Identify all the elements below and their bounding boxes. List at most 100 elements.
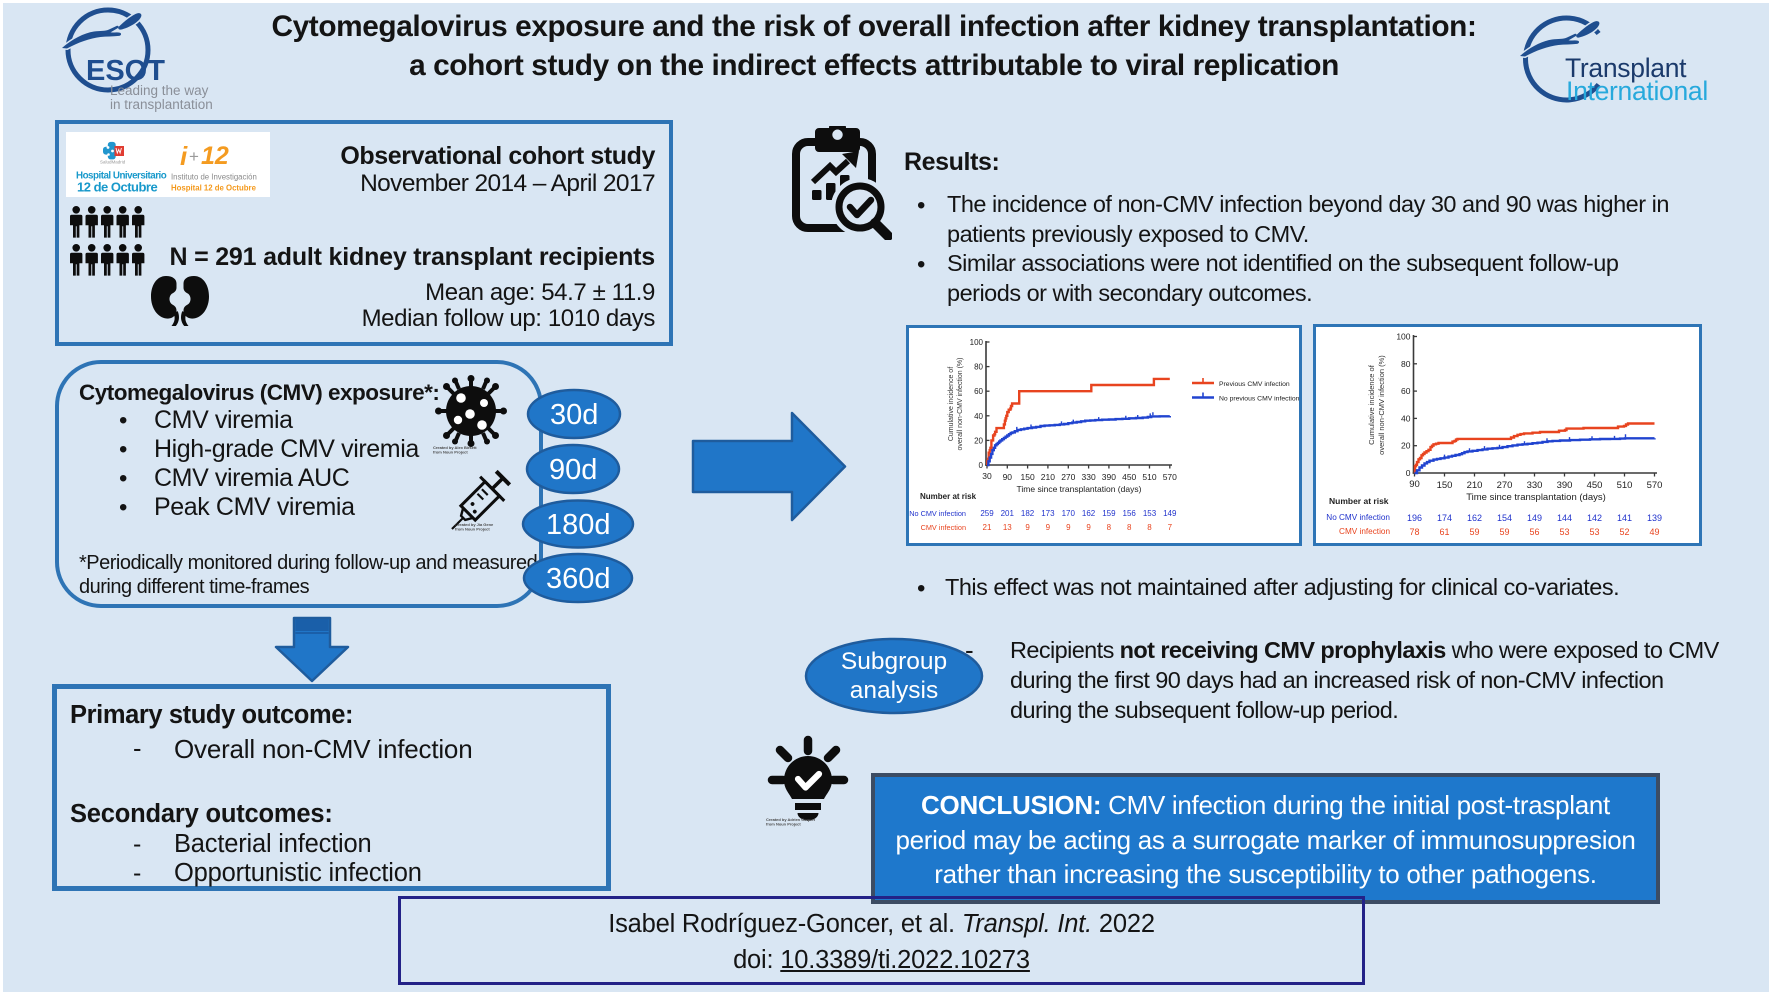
svg-text:Subgroup: Subgroup xyxy=(841,648,947,675)
svg-text:ESOT: ESOT xyxy=(86,55,165,87)
svg-text:80: 80 xyxy=(974,363,983,372)
svg-text:Transplant: Transplant xyxy=(1565,53,1687,83)
svg-text:8: 8 xyxy=(1127,523,1132,532)
svg-text:CMV infection: CMV infection xyxy=(1339,527,1390,536)
svg-text:8: 8 xyxy=(1107,523,1112,532)
svg-text:450: 450 xyxy=(1122,472,1136,482)
svg-text:154: 154 xyxy=(1497,513,1512,523)
svg-text:100: 100 xyxy=(970,338,984,347)
svg-text:overall non-CMV infection (%): overall non-CMV infection (%) xyxy=(957,358,964,451)
svg-text:8: 8 xyxy=(1147,523,1152,532)
svg-text:analysis: analysis xyxy=(850,677,939,704)
svg-text:360d: 360d xyxy=(546,563,611,595)
svg-text:Hospital 12 de Octubre: Hospital 12 de Octubre xyxy=(171,184,257,193)
svg-text:60: 60 xyxy=(1401,386,1411,396)
svg-text:141: 141 xyxy=(1617,513,1632,523)
svg-text:180d: 180d xyxy=(546,509,611,541)
svg-text:International: International xyxy=(1566,76,1708,106)
svg-text:9: 9 xyxy=(1066,523,1071,532)
svg-text:182: 182 xyxy=(1021,509,1035,518)
svg-text:21: 21 xyxy=(983,523,992,532)
svg-text:149: 149 xyxy=(1163,509,1177,518)
svg-text:56: 56 xyxy=(1529,527,1539,537)
svg-text:CMV infection: CMV infection xyxy=(921,523,966,532)
svg-text:61: 61 xyxy=(1439,527,1449,537)
svg-text:30: 30 xyxy=(982,471,992,481)
svg-text:144: 144 xyxy=(1557,513,1572,523)
svg-text:196: 196 xyxy=(1407,513,1422,523)
svg-text:i: i xyxy=(180,141,188,171)
svg-text:173: 173 xyxy=(1041,509,1055,518)
svg-text:510: 510 xyxy=(1142,472,1156,482)
svg-text:in transplantation: in transplantation xyxy=(110,97,213,112)
svg-text:259: 259 xyxy=(980,509,994,518)
svg-text:150: 150 xyxy=(1021,472,1035,482)
svg-text:9: 9 xyxy=(1086,523,1091,532)
svg-text:13: 13 xyxy=(1003,523,1012,532)
svg-text:60: 60 xyxy=(974,387,983,396)
svg-text:90: 90 xyxy=(1409,479,1420,490)
svg-text:0: 0 xyxy=(1406,468,1411,478)
svg-text:90: 90 xyxy=(1003,472,1013,482)
svg-text:Leading the way: Leading the way xyxy=(110,83,209,98)
svg-text:7: 7 xyxy=(1168,523,1173,532)
svg-text:SaludMadrid: SaludMadrid xyxy=(100,160,126,165)
svg-text:149: 149 xyxy=(1527,513,1542,523)
svg-text:Time since transplantation (da: Time since transplantation (days) xyxy=(1466,492,1606,503)
svg-text:156: 156 xyxy=(1123,509,1137,518)
svg-text:270: 270 xyxy=(1061,472,1075,482)
svg-text:Number at risk: Number at risk xyxy=(1329,496,1389,506)
svg-text:80: 80 xyxy=(1401,359,1411,369)
svg-text:20: 20 xyxy=(1401,441,1411,451)
svg-text:49: 49 xyxy=(1649,527,1659,537)
svg-text:No CMV infection: No CMV infection xyxy=(1326,513,1390,522)
svg-text:159: 159 xyxy=(1102,509,1116,518)
svg-text:9: 9 xyxy=(1046,523,1051,532)
svg-text:59: 59 xyxy=(1469,527,1479,537)
svg-text:0: 0 xyxy=(979,461,984,470)
svg-text:Cumulative incidence of: Cumulative incidence of xyxy=(1367,364,1376,445)
svg-text:Instituto de Investigación: Instituto de Investigación xyxy=(171,173,257,182)
svg-text:No CMV infection: No CMV infection xyxy=(909,509,966,518)
svg-text:20: 20 xyxy=(974,436,983,445)
svg-text:510: 510 xyxy=(1617,480,1633,491)
svg-text:210: 210 xyxy=(1467,480,1483,491)
svg-text:570: 570 xyxy=(1647,480,1663,491)
svg-text:59: 59 xyxy=(1499,527,1509,537)
svg-text:150: 150 xyxy=(1437,480,1453,491)
svg-text:390: 390 xyxy=(1102,472,1116,482)
svg-text:40: 40 xyxy=(1401,413,1411,423)
svg-text:12 de Octubre: 12 de Octubre xyxy=(77,180,157,195)
svg-text:330: 330 xyxy=(1082,472,1096,482)
svg-text:162: 162 xyxy=(1467,513,1482,523)
svg-text:52: 52 xyxy=(1619,527,1629,537)
svg-text:330: 330 xyxy=(1527,480,1543,491)
svg-text:30d: 30d xyxy=(550,399,598,431)
svg-text:90d: 90d xyxy=(549,454,597,486)
svg-text:170: 170 xyxy=(1062,509,1076,518)
svg-text:174: 174 xyxy=(1437,513,1452,523)
svg-text:Time since transplantation (da: Time since transplantation (days) xyxy=(1017,484,1142,494)
svg-text:+: + xyxy=(189,147,199,166)
svg-text:142: 142 xyxy=(1587,513,1602,523)
svg-text:78: 78 xyxy=(1409,527,1419,537)
svg-text:570: 570 xyxy=(1163,472,1177,482)
svg-text:9: 9 xyxy=(1025,523,1030,532)
svg-text:Previous CMV infection: Previous CMV infection xyxy=(1219,381,1290,388)
svg-text:53: 53 xyxy=(1589,527,1599,537)
svg-text:Hospital Universitario: Hospital Universitario xyxy=(76,171,167,182)
svg-text:210: 210 xyxy=(1041,472,1055,482)
svg-text:overall non-CMV infection (%): overall non-CMV infection (%) xyxy=(1377,355,1386,455)
svg-text:270: 270 xyxy=(1497,480,1513,491)
svg-text:12: 12 xyxy=(201,142,229,170)
svg-text:Number at risk: Number at risk xyxy=(920,492,977,501)
svg-text:139: 139 xyxy=(1647,513,1662,523)
svg-text:450: 450 xyxy=(1587,480,1603,491)
svg-text:390: 390 xyxy=(1557,480,1573,491)
svg-text:No previous CMV infection: No previous CMV infection xyxy=(1219,396,1299,403)
svg-text:162: 162 xyxy=(1082,509,1096,518)
svg-text:100: 100 xyxy=(1396,332,1410,342)
svg-text:53: 53 xyxy=(1559,527,1569,537)
svg-text:Cumulative incidence of: Cumulative incidence of xyxy=(948,367,955,441)
svg-text:153: 153 xyxy=(1143,509,1157,518)
